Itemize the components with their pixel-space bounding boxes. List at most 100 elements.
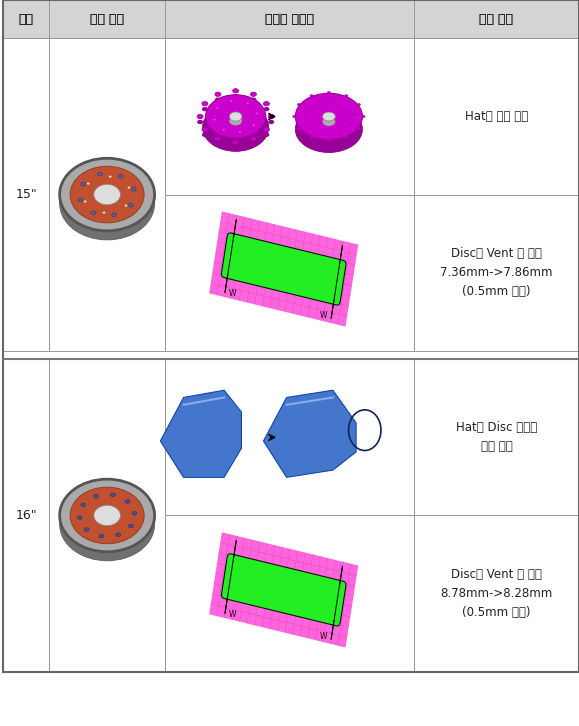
Bar <box>414 515 579 672</box>
Point <box>350 233 357 242</box>
Bar <box>414 0 579 38</box>
Ellipse shape <box>297 127 301 130</box>
Point <box>342 306 349 315</box>
Bar <box>49 0 165 38</box>
Ellipse shape <box>119 174 123 178</box>
Ellipse shape <box>81 503 86 507</box>
Ellipse shape <box>94 494 98 498</box>
Ellipse shape <box>345 136 348 139</box>
Ellipse shape <box>345 94 348 97</box>
Line: 2 pts: 2 pts <box>220 542 357 576</box>
Ellipse shape <box>327 91 331 94</box>
Polygon shape <box>263 390 356 478</box>
Bar <box>165 38 414 195</box>
Point <box>334 228 341 237</box>
Point <box>327 544 334 552</box>
Point <box>303 544 310 552</box>
Line: 2 pts: 2 pts <box>225 220 236 292</box>
Point <box>250 627 256 636</box>
Line: 2 pts: 2 pts <box>224 215 237 297</box>
Bar <box>414 38 579 195</box>
Point <box>327 223 334 232</box>
Bar <box>414 359 579 515</box>
Point <box>311 544 318 552</box>
Ellipse shape <box>295 106 362 152</box>
Point <box>350 575 357 584</box>
Point <box>218 306 225 315</box>
Ellipse shape <box>70 487 144 544</box>
Point <box>265 627 272 636</box>
Point <box>250 544 256 552</box>
Point <box>350 254 357 263</box>
Point <box>350 244 357 253</box>
Point <box>303 627 310 636</box>
Point <box>350 596 357 605</box>
Point <box>288 223 295 232</box>
Bar <box>165 38 414 195</box>
Ellipse shape <box>202 127 208 131</box>
Point <box>334 223 341 232</box>
Line: 2 pts: 2 pts <box>270 227 283 308</box>
Ellipse shape <box>317 101 319 102</box>
Line: 2 pts: 2 pts <box>225 595 228 613</box>
Bar <box>165 0 414 38</box>
Point <box>350 617 357 626</box>
Ellipse shape <box>99 534 104 538</box>
Ellipse shape <box>263 102 269 106</box>
Point <box>296 544 303 552</box>
Line: 2 pts: 2 pts <box>262 545 275 627</box>
Line: 2 pts: 2 pts <box>300 234 313 316</box>
Bar <box>49 0 165 38</box>
Line: 2 pts: 2 pts <box>225 274 228 292</box>
Ellipse shape <box>102 211 105 213</box>
Point <box>334 246 341 255</box>
Ellipse shape <box>70 166 144 223</box>
Ellipse shape <box>94 505 120 526</box>
Point <box>211 585 218 594</box>
Ellipse shape <box>197 114 203 118</box>
Point <box>257 627 264 636</box>
Point <box>226 604 233 613</box>
Point <box>334 549 341 558</box>
Line: 2 pts: 2 pts <box>285 551 298 632</box>
Polygon shape <box>160 390 241 478</box>
Point <box>211 275 218 284</box>
Point <box>265 544 272 552</box>
Bar <box>49 0 165 38</box>
Line: 2 pts: 2 pts <box>323 239 336 321</box>
Point <box>334 301 341 310</box>
Bar <box>3 38 49 351</box>
Ellipse shape <box>132 511 137 515</box>
Bar <box>414 359 579 515</box>
Bar <box>49 38 165 351</box>
Text: Disc의 Vent 폭 변경
8.78mm->8.28mm
(0.5mm 감소): Disc의 Vent 폭 변경 8.78mm->8.28mm (0.5mm 감소… <box>441 568 552 619</box>
Point <box>334 622 341 631</box>
Ellipse shape <box>263 127 269 131</box>
Line: 2 pts: 2 pts <box>331 246 342 318</box>
Point <box>234 627 241 636</box>
Point <box>334 627 341 636</box>
Line: 2 pts: 2 pts <box>255 543 267 625</box>
Ellipse shape <box>310 94 313 97</box>
Point <box>226 223 233 232</box>
Ellipse shape <box>339 131 341 132</box>
Line: 2 pts: 2 pts <box>331 300 334 318</box>
Point <box>350 554 357 563</box>
Ellipse shape <box>324 132 326 134</box>
Ellipse shape <box>202 133 208 137</box>
Line: 2 pts: 2 pts <box>219 552 355 586</box>
Bar <box>3 0 49 38</box>
Point <box>334 301 341 310</box>
Ellipse shape <box>60 479 155 552</box>
Ellipse shape <box>332 99 334 101</box>
Ellipse shape <box>250 92 256 97</box>
Bar <box>414 0 579 38</box>
Line: 2 pts: 2 pts <box>217 534 229 616</box>
Ellipse shape <box>250 142 256 147</box>
Point <box>257 306 264 315</box>
Point <box>226 549 233 558</box>
Line: 2 pts: 2 pts <box>240 219 252 301</box>
Point <box>350 285 357 294</box>
Point <box>250 306 256 315</box>
Ellipse shape <box>297 103 301 106</box>
